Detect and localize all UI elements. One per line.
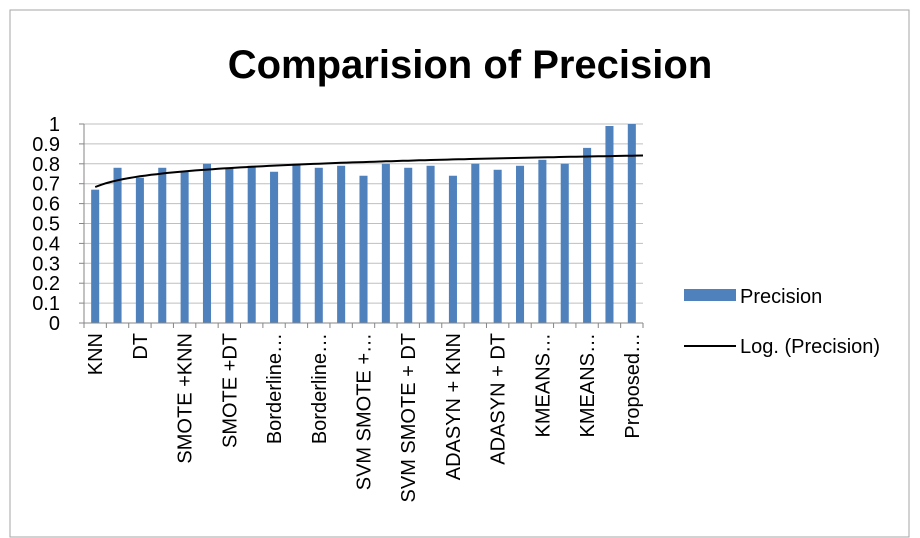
bar	[135, 177, 144, 323]
bar-series	[91, 124, 636, 324]
axes	[83, 124, 644, 328]
bar	[627, 124, 636, 323]
bar	[605, 125, 614, 324]
bar	[583, 147, 592, 323]
x-tick-label: Borderline…	[309, 333, 331, 444]
bar	[471, 163, 480, 323]
y-tick-label: 0.9	[32, 134, 60, 156]
trendline	[94, 154, 644, 188]
bar	[247, 165, 256, 323]
bar	[91, 189, 100, 323]
y-tick-label: 0.8	[32, 154, 60, 176]
bar	[426, 165, 435, 323]
bar	[359, 175, 368, 323]
chart-title: Comparision of Precision	[228, 43, 713, 87]
trendline-group	[94, 154, 644, 188]
legend-label-precision: Precision	[740, 286, 822, 308]
bar	[448, 175, 457, 323]
y-tick-label: 0.3	[32, 253, 60, 275]
bar	[337, 165, 346, 323]
bar	[515, 165, 525, 323]
x-tick-label: KMEANS…	[577, 333, 599, 437]
bar	[292, 163, 301, 323]
y-tick-label: 0.7	[32, 174, 60, 196]
x-tick-label: DT	[130, 333, 152, 360]
legend-swatch-precision	[684, 289, 736, 301]
x-tick-label: SMOTE +DT	[219, 333, 241, 448]
y-tick-label: 1	[49, 114, 60, 136]
bar	[225, 167, 234, 323]
bar	[158, 167, 167, 323]
x-tick-label: Borderline…	[264, 333, 286, 444]
x-tick-label: SMOTE +KNN	[175, 333, 197, 464]
bar	[560, 163, 569, 323]
y-tick-label: 0.4	[32, 233, 60, 255]
bar	[538, 159, 547, 323]
bar	[180, 171, 189, 323]
x-tick-label: Proposed…	[622, 333, 644, 439]
x-tick-label: SVM SMOTE + DT	[398, 333, 420, 502]
x-tick-label: KNN	[85, 333, 107, 375]
legend-label-trendline: Log. (Precision)	[740, 336, 880, 358]
y-tick-label: 0	[49, 313, 60, 335]
y-tick-label: 0.2	[32, 273, 60, 295]
x-tick-label: ADASYN + DT	[488, 333, 510, 465]
bar	[314, 167, 323, 323]
x-tick-labels: KNN DT SMOTE +KNN SMOTE +DT Borderline… Borde…	[85, 333, 644, 502]
y-tick-label: 0.5	[32, 214, 60, 236]
bar	[381, 163, 390, 323]
bar	[202, 163, 212, 323]
bar	[493, 169, 502, 323]
x-tick-label: KMEANS…	[532, 333, 554, 437]
bar	[404, 167, 413, 323]
legend: Precision Log. (Precision)	[684, 286, 880, 358]
y-tick-label: 0.6	[32, 194, 60, 216]
x-tick-label: ADASYN + KNN	[443, 333, 465, 480]
bar	[270, 171, 279, 323]
bar	[113, 167, 122, 323]
y-tick-label: 0.1	[32, 293, 60, 315]
x-tick-label: SVM SMOTE +…	[354, 333, 376, 490]
y-tick-labels: 00.10.20.30.40.50.60.70.80.91	[32, 114, 60, 335]
